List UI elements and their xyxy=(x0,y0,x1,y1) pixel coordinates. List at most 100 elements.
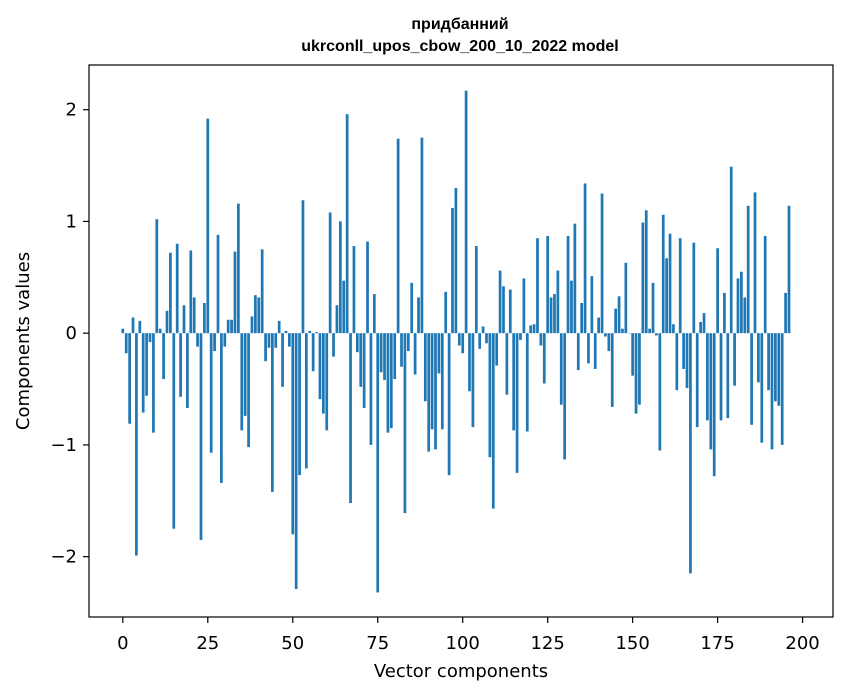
bar-187 xyxy=(757,333,760,383)
bar-105 xyxy=(478,333,482,349)
bar-32 xyxy=(230,319,233,334)
bar-151 xyxy=(634,333,638,414)
bar-103 xyxy=(471,333,475,428)
bar-118 xyxy=(522,278,526,334)
bar-0 xyxy=(121,328,125,334)
bar-8 xyxy=(148,333,152,343)
x-tick-label-75: 75 xyxy=(366,633,389,654)
bar-188 xyxy=(760,333,764,443)
bar-96 xyxy=(447,333,451,476)
bar-130 xyxy=(563,333,567,460)
bar-110 xyxy=(495,333,499,366)
bar-170 xyxy=(699,322,702,334)
bar-77 xyxy=(383,333,386,381)
bar-167 xyxy=(689,333,692,574)
y-tick-label--2: −2 xyxy=(50,547,77,568)
bar-159 xyxy=(661,214,665,334)
bar-168 xyxy=(692,242,696,334)
bar-150 xyxy=(631,333,634,376)
y-tick-label-0: 0 xyxy=(66,323,77,344)
bar-158 xyxy=(658,333,662,451)
bar-180 xyxy=(733,333,736,386)
y-tick-label--1: −1 xyxy=(50,435,77,456)
bar-68 xyxy=(352,246,356,334)
bar-48 xyxy=(284,330,288,334)
bar-84 xyxy=(406,333,410,352)
bar-106 xyxy=(481,326,485,334)
bar-102 xyxy=(468,333,471,392)
bar-156 xyxy=(651,282,655,334)
bar-193 xyxy=(777,333,781,406)
bar-46 xyxy=(277,320,281,334)
bar-42 xyxy=(264,333,267,362)
bar-163 xyxy=(675,333,679,391)
bar-173 xyxy=(709,333,713,450)
bar-86 xyxy=(413,333,417,375)
bar-16 xyxy=(175,243,179,334)
bar-101 xyxy=(464,90,468,334)
bar-126 xyxy=(549,297,553,334)
bar-145 xyxy=(614,308,618,334)
bar-98 xyxy=(454,187,458,334)
bar-26 xyxy=(209,333,213,453)
bar-175 xyxy=(716,248,719,334)
chart-title-line1: придбанний xyxy=(411,16,508,33)
bar-35 xyxy=(240,333,244,431)
bar-17 xyxy=(179,333,182,397)
bar-63 xyxy=(335,305,339,334)
bar-67 xyxy=(349,333,352,504)
bar-169 xyxy=(695,333,699,428)
bar-69 xyxy=(355,333,359,353)
bar-78 xyxy=(386,333,390,433)
bar-34 xyxy=(237,203,240,334)
bar-164 xyxy=(678,238,682,334)
bar-54 xyxy=(304,333,308,469)
bar-160 xyxy=(665,258,668,334)
x-tick-label-0: 0 xyxy=(117,633,128,654)
bar-28 xyxy=(216,234,220,334)
bar-14 xyxy=(169,252,172,334)
bar-99 xyxy=(457,333,461,346)
bar-15 xyxy=(172,333,176,529)
bar-38 xyxy=(250,316,254,334)
bar-122 xyxy=(536,238,539,334)
bar-18 xyxy=(182,305,186,334)
bar-83 xyxy=(403,333,407,514)
bar-155 xyxy=(648,328,651,334)
plot-frame xyxy=(88,64,834,618)
bar-166 xyxy=(685,333,689,388)
y-tick-label-2: 2 xyxy=(66,100,77,121)
bar-9 xyxy=(152,333,155,433)
x-axis-ticks: 0 25 50 75 100 125 150 175 200 xyxy=(117,617,820,654)
bar-157 xyxy=(655,333,658,336)
x-tick-label-150: 150 xyxy=(615,633,649,654)
bar-93 xyxy=(437,333,441,374)
bar-146 xyxy=(617,296,621,334)
bar-129 xyxy=(559,333,563,405)
bar-128 xyxy=(556,270,560,334)
bar-184 xyxy=(746,205,750,334)
bar-148 xyxy=(624,262,628,334)
bar-162 xyxy=(672,324,675,334)
bar-12 xyxy=(162,333,165,379)
bar-40 xyxy=(257,297,261,334)
bar-37 xyxy=(247,333,250,448)
bar-23 xyxy=(199,333,203,540)
bar-195 xyxy=(784,292,787,334)
bar-109 xyxy=(491,333,495,509)
bar-135 xyxy=(580,303,584,334)
bar-123 xyxy=(539,333,543,346)
bar-56 xyxy=(311,333,315,372)
bars-group xyxy=(121,90,791,593)
bar-125 xyxy=(546,235,550,334)
bar-92 xyxy=(434,333,437,450)
bar-143 xyxy=(607,333,611,352)
bar-61 xyxy=(328,212,332,334)
bar-176 xyxy=(719,333,723,421)
bar-85 xyxy=(410,282,414,334)
bar-87 xyxy=(417,297,420,334)
bar-45 xyxy=(274,333,278,348)
bar-154 xyxy=(644,210,648,334)
x-tick-label-125: 125 xyxy=(530,633,564,654)
